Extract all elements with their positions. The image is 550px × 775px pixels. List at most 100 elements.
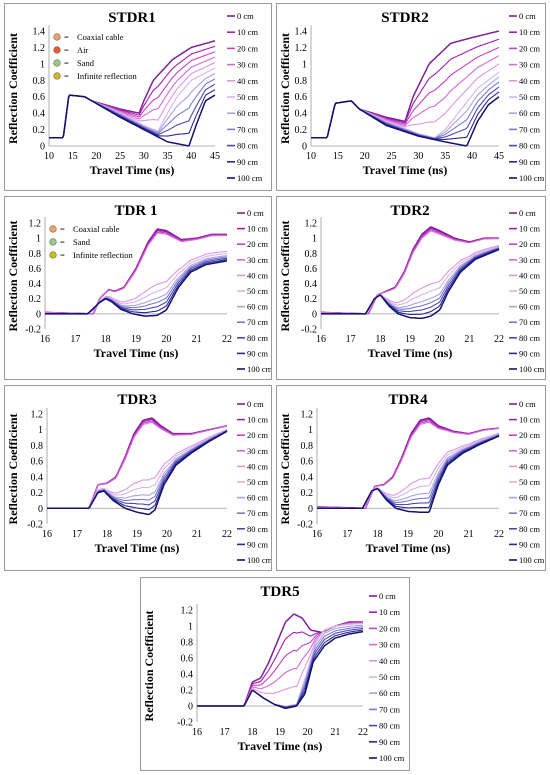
legend-label: 0 cm [247, 399, 264, 409]
annotation-marker [53, 46, 61, 54]
x-tick-label: 19 [275, 727, 285, 738]
chart-title: TDR 1 [115, 203, 158, 219]
legend-label: 10 cm [247, 224, 268, 234]
y-tick-label: 0.2 [301, 488, 314, 499]
y-tick-label: 0.2 [305, 294, 318, 305]
y-tick-label: 0 [312, 309, 317, 320]
y-tick-label: -0.2 [301, 325, 317, 336]
y-tick-label: 1.2 [33, 43, 46, 54]
x-tick-label: 15 [68, 151, 78, 162]
series-line-40-cm [311, 63, 500, 139]
legend-label: 90 cm [519, 539, 540, 549]
series-line-100-cm [47, 430, 228, 516]
x-tick-label: 16 [192, 727, 202, 738]
legend-label: 30 cm [519, 60, 540, 70]
y-tick-label: 0.4 [181, 670, 194, 681]
y-tick-label: 1 [40, 59, 45, 70]
y-tick-label: 1 [36, 234, 41, 245]
y-tick-label: 0.6 [295, 92, 308, 103]
legend-label: 30 cm [247, 446, 268, 456]
x-tick-label: 19 [132, 529, 142, 540]
annotation-label: Coaxial cable [77, 32, 124, 42]
y-tick-label: 0.6 [305, 264, 318, 275]
x-tick-label: 22 [358, 727, 368, 738]
y-axis-label: Reflection Coefficient [278, 221, 292, 332]
y-tick-label: 1.2 [181, 606, 194, 617]
y-tick-label: 0 [308, 504, 313, 515]
legend-label: 60 cm [519, 493, 540, 503]
annotation-equals: = [64, 71, 69, 81]
chart-title: TDR4 [388, 392, 428, 408]
x-tick-label: 16 [312, 529, 322, 540]
x-tick-label: 18 [247, 727, 257, 738]
legend-label: 20 cm [379, 623, 400, 633]
x-tick-label: 10 [306, 151, 316, 162]
annotation-label: Infinite reflection [73, 250, 133, 260]
y-tick-label: 0.6 [31, 457, 44, 468]
series-line-90-cm [49, 89, 216, 139]
y-tick-label: 0.4 [29, 279, 42, 290]
legend-label: 10 cm [519, 27, 540, 37]
y-tick-label: -0.2 [25, 325, 41, 336]
legend-label: 40 cm [237, 76, 258, 86]
legend-label: 90 cm [519, 348, 540, 358]
legend-label: 80 cm [379, 721, 400, 731]
panel-tdr4: TDR4 -0.2 0 0.2 0.4 0.6 0.8 1 1.2 16 17 18 19 20 21 22 T… [276, 385, 546, 571]
legend-label: 40 cm [379, 656, 400, 666]
series-line-100-cm [311, 96, 500, 147]
series-line-90-cm [197, 629, 364, 709]
legend-label: 100 cm [379, 753, 405, 763]
legend-label: 0 cm [379, 591, 396, 601]
y-axis-label: Reflection Coefficient [278, 414, 292, 525]
y-tick-label: 0.8 [29, 249, 42, 260]
chart-title: STDR1 [108, 10, 156, 26]
y-tick-label: 1.2 [305, 219, 318, 230]
chart-tdr4: TDR4 -0.2 0 0.2 0.4 0.6 0.8 1 1.2 16 17 18 19 20 21 22 T… [278, 392, 545, 565]
x-tick-label: 20 [435, 334, 445, 345]
legend-label: 100 cm [519, 555, 545, 565]
x-axis-label: Travel Time (ns) [363, 163, 448, 177]
legend-label: 50 cm [519, 286, 540, 296]
legend-label: 80 cm [247, 524, 268, 534]
x-axis-label: Travel Time (ns) [366, 541, 451, 555]
y-tick-label: 0.2 [33, 125, 46, 136]
legend-label: 0 cm [519, 208, 536, 218]
x-tick-label: 35 [163, 151, 173, 162]
legend-label: 60 cm [237, 108, 258, 118]
series-line-20-cm [311, 46, 500, 139]
x-tick-label: 16 [40, 334, 50, 345]
legend-label: 40 cm [519, 270, 540, 280]
chart-title: STDR2 [381, 10, 429, 26]
y-tick-label: 0 [38, 504, 43, 515]
legend-label: 10 cm [237, 27, 258, 37]
legend-label: 10 cm [379, 607, 400, 617]
legend-label: 60 cm [519, 302, 540, 312]
legend-label: 20 cm [237, 43, 258, 53]
series-line-40-cm [45, 250, 228, 315]
legend-label: 70 cm [237, 124, 258, 134]
y-tick-label: -0.2 [297, 520, 313, 531]
x-tick-label: 16 [316, 334, 326, 345]
series-line-100-cm [49, 94, 216, 147]
x-tick-label: 17 [342, 529, 352, 540]
x-tick-label: 20 [360, 151, 370, 162]
y-tick-label: 0.8 [31, 441, 44, 452]
legend-label: 60 cm [247, 493, 268, 503]
legend-label: 90 cm [247, 348, 268, 358]
x-tick-label: 16 [42, 529, 52, 540]
x-tick-label: 25 [387, 151, 397, 162]
y-tick-label: 0.8 [33, 76, 46, 87]
y-tick-label: 1 [188, 622, 193, 633]
x-tick-label: 45 [210, 151, 220, 162]
x-tick-label: 21 [464, 529, 474, 540]
y-tick-label: 0.4 [301, 472, 314, 483]
y-tick-label: 0.4 [33, 109, 46, 120]
legend-label: 0 cm [237, 11, 254, 21]
y-axis-label: Reflection Coefficient [142, 611, 156, 722]
y-tick-label: 0.8 [301, 441, 314, 452]
y-tick-label: 0.2 [295, 125, 308, 136]
series-line-0-cm [316, 417, 500, 510]
y-tick-label: 0.6 [301, 457, 314, 468]
panel-stdr2: STDR2 0 0.2 0.4 0.6 0.8 1 1.2 1.4 10 15 20 25 30 35 40 4… [276, 3, 546, 191]
y-tick-label: 0 [302, 142, 307, 153]
